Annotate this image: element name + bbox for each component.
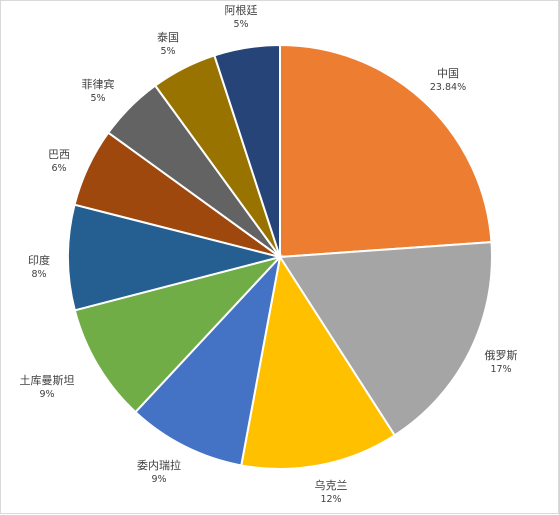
slice-percent: 5% [233,19,248,30]
slice-percent: 8% [31,269,46,280]
slice-percent: 12% [320,494,341,505]
data-label: 阿根廷 5% [225,3,258,30]
data-label: 巴西 6% [48,148,70,174]
data-label: 委内瑞拉 9% [137,458,181,485]
slice-percent: 9% [39,389,54,400]
slice-label: 乌克兰 [315,478,348,492]
slice-label: 泰国 [157,30,179,44]
pie-slice [134,253,282,467]
slice-percent: 6% [51,163,66,174]
slice-label: 阿根廷 [225,3,258,17]
pie-slice [278,241,493,437]
data-label: 泰国 5% [157,30,179,57]
slice-percent: 23.84% [430,82,466,93]
slice-label: 菲律宾 [82,77,115,91]
slice-percent: 5% [90,93,105,104]
slice-label: 中国 [437,67,459,80]
data-label: 中国 23.84% [430,67,466,93]
pie-slice [279,43,493,259]
slice-label: 巴西 [48,148,70,161]
slice-label: 印度 [28,253,50,267]
slice-label: 土库曼斯坦 [20,373,75,387]
slice-percent: 9% [151,474,166,485]
slice-label: 俄罗斯 [485,349,518,362]
data-label: 土库曼斯坦 9% [20,373,75,400]
data-label: 俄罗斯 17% [485,349,518,375]
data-label: 乌克兰 12% [315,478,348,505]
pie-slice [213,43,281,258]
slice-percent: 17% [490,364,511,375]
slice-label: 委内瑞拉 [137,458,181,472]
pie-slice [240,254,397,470]
pie-slice [73,255,284,414]
data-label: 印度 8% [28,253,50,280]
pie-slice [67,203,281,312]
data-label: 菲律宾 5% [82,77,115,104]
slice-percent: 5% [160,46,175,57]
